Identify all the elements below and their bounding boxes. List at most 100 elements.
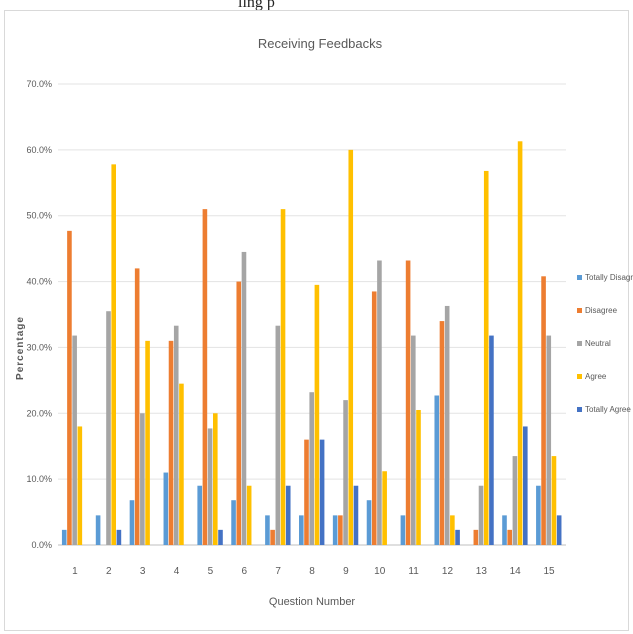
bar: [444, 305, 450, 545]
caption-fragment-text: ling p: [238, 0, 275, 11]
x-tick-label: 3: [140, 566, 146, 577]
bar: [348, 149, 354, 545]
bar: [67, 230, 72, 545]
bar: [343, 400, 348, 545]
x-tick-label: 9: [343, 566, 349, 577]
bar: [332, 515, 338, 545]
bar: [400, 515, 406, 545]
legend-label: Agree: [585, 372, 607, 381]
bar: [61, 529, 67, 545]
bar: [299, 515, 304, 545]
bar: [473, 529, 479, 545]
legend-swatch: [577, 374, 582, 379]
legend-label: Neutral: [585, 339, 611, 348]
y-tick-label: 30.0%: [26, 342, 52, 352]
legend-swatch: [577, 308, 582, 313]
y-tick-label: 0.0%: [31, 540, 52, 550]
bar: [502, 515, 507, 545]
bar: [338, 515, 343, 545]
y-tick-label: 10.0%: [26, 474, 52, 484]
x-tick-label: 6: [241, 566, 247, 577]
bar: [72, 335, 77, 545]
bar: [197, 485, 202, 545]
bar: [411, 335, 416, 545]
x-tick-label: 7: [275, 566, 281, 577]
y-tick-label: 40.0%: [26, 277, 52, 287]
y-tick-label: 50.0%: [26, 211, 52, 221]
bar: [556, 515, 562, 545]
bar: [450, 515, 455, 545]
bar: [285, 485, 291, 545]
legend-label: Totally Agree: [585, 405, 631, 414]
bar: [231, 500, 236, 545]
bar: [145, 340, 150, 545]
legend-swatch: [577, 275, 582, 280]
bar: [309, 392, 314, 545]
bar: [455, 529, 460, 545]
x-tick-labels: 1 2 3 4 5 6 7 8 9 10 11 12 13 14 15: [72, 566, 555, 577]
bar: [434, 395, 440, 545]
legend-swatch: [577, 407, 582, 412]
bar: [507, 529, 512, 545]
bar: [179, 383, 184, 545]
x-tick-label: 8: [309, 566, 315, 577]
legend-label: Disagree: [585, 306, 618, 315]
bar: [270, 529, 275, 545]
bar: [517, 141, 523, 545]
x-tick-label: 11: [408, 566, 419, 577]
bar: [546, 335, 552, 545]
x-tick-label: 4: [174, 566, 180, 577]
caption-fragment: ling p: [0, 0, 633, 12]
bar: [377, 260, 382, 545]
x-axis-label: Question Number: [269, 596, 356, 608]
x-tick-label: 1: [72, 566, 78, 577]
bar: [304, 439, 309, 545]
x-tick-label: 2: [106, 566, 112, 577]
bar: [129, 500, 135, 545]
bar: [489, 335, 494, 545]
bar: [246, 485, 252, 545]
bar: [314, 284, 320, 545]
legend: Totally Disagree Disagree Neutral Agree Tota…: [577, 273, 633, 414]
bar: [416, 409, 421, 545]
bar: [168, 340, 174, 545]
bar: [163, 472, 169, 545]
bar: [207, 428, 213, 545]
bar: [280, 209, 286, 545]
bar: [202, 209, 208, 545]
bar: [218, 529, 223, 545]
bar: [95, 515, 101, 545]
bar: [319, 439, 325, 545]
bar: [265, 515, 270, 545]
bars: [61, 141, 562, 546]
bar: [134, 268, 140, 545]
bar: [439, 321, 445, 545]
chart-title: Receiving Feedbacks: [258, 36, 383, 51]
bar: [140, 413, 145, 545]
bar: [382, 471, 387, 545]
bar: [213, 413, 218, 545]
y-tick-labels: 0.0% 10.0% 20.0% 30.0% 40.0% 50.0% 60.0% 70.0%: [26, 79, 52, 550]
bar: [536, 485, 541, 545]
bar: [478, 485, 484, 545]
legend-label: Totally Disagree: [585, 273, 633, 282]
bar: [405, 260, 411, 545]
bar: [353, 485, 359, 545]
legend-swatch: [577, 341, 582, 346]
y-tick-label: 60.0%: [26, 145, 52, 155]
y-tick-label: 20.0%: [26, 408, 52, 418]
x-tick-label: 14: [510, 566, 522, 577]
bar: [275, 325, 281, 545]
y-tick-label: 70.0%: [26, 79, 52, 89]
bar: [483, 170, 489, 545]
bar: [523, 426, 528, 545]
bar: [366, 500, 372, 545]
bar: [541, 276, 546, 545]
x-tick-label: 12: [442, 566, 454, 577]
bar: [106, 311, 111, 545]
bar: [116, 529, 122, 545]
bar: [241, 251, 247, 545]
bar: [371, 291, 377, 545]
x-tick-label: 5: [208, 566, 214, 577]
